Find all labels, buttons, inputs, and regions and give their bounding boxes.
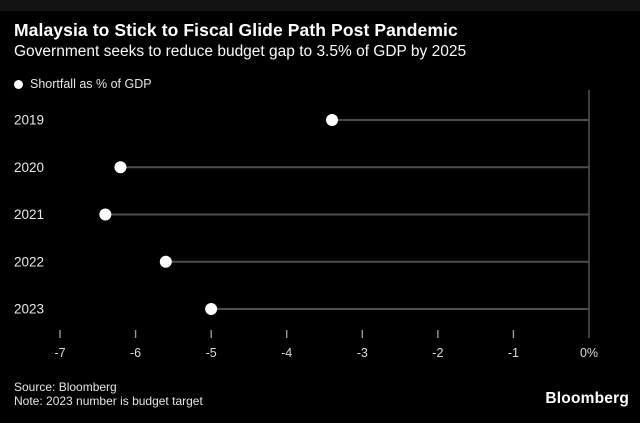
category-label: 2023 [14,302,44,317]
category-label: 2020 [14,160,44,175]
x-tick-label: -5 [206,346,217,360]
category-label: 2021 [14,207,44,222]
data-point-dot [326,114,339,126]
source-note: Source: Bloomberg Note: 2023 number is b… [14,380,203,408]
x-tick-label: -3 [357,346,368,360]
category-label: 2022 [14,254,44,269]
x-tick-label: -2 [432,346,443,360]
x-tick-label: 0% [580,346,598,360]
note-line: Note: 2023 number is budget target [14,394,203,408]
data-point-dot [99,208,112,221]
legend-marker-icon [14,79,23,89]
x-tick-label: -1 [508,346,519,360]
x-tick-label: -4 [281,346,292,360]
data-point-dot [159,255,172,268]
x-tick-label: -6 [130,346,141,360]
source-line: Source: Bloomberg [14,380,117,394]
legend-label: Shortfall as % of GDP [30,77,152,91]
x-tick-label: -7 [54,346,65,360]
legend: Shortfall as % of GDP [14,77,152,91]
category-label: 2019 [14,113,44,128]
data-point-dot [205,303,218,315]
chart-subtitle: Government seeks to reduce budget gap to… [14,43,467,60]
top-strip [0,0,640,11]
data-point-dot [114,161,127,174]
chart-title: Malaysia to Stick to Fiscal Glide Path P… [14,20,458,40]
bloomberg-logo: Bloomberg [545,390,629,407]
